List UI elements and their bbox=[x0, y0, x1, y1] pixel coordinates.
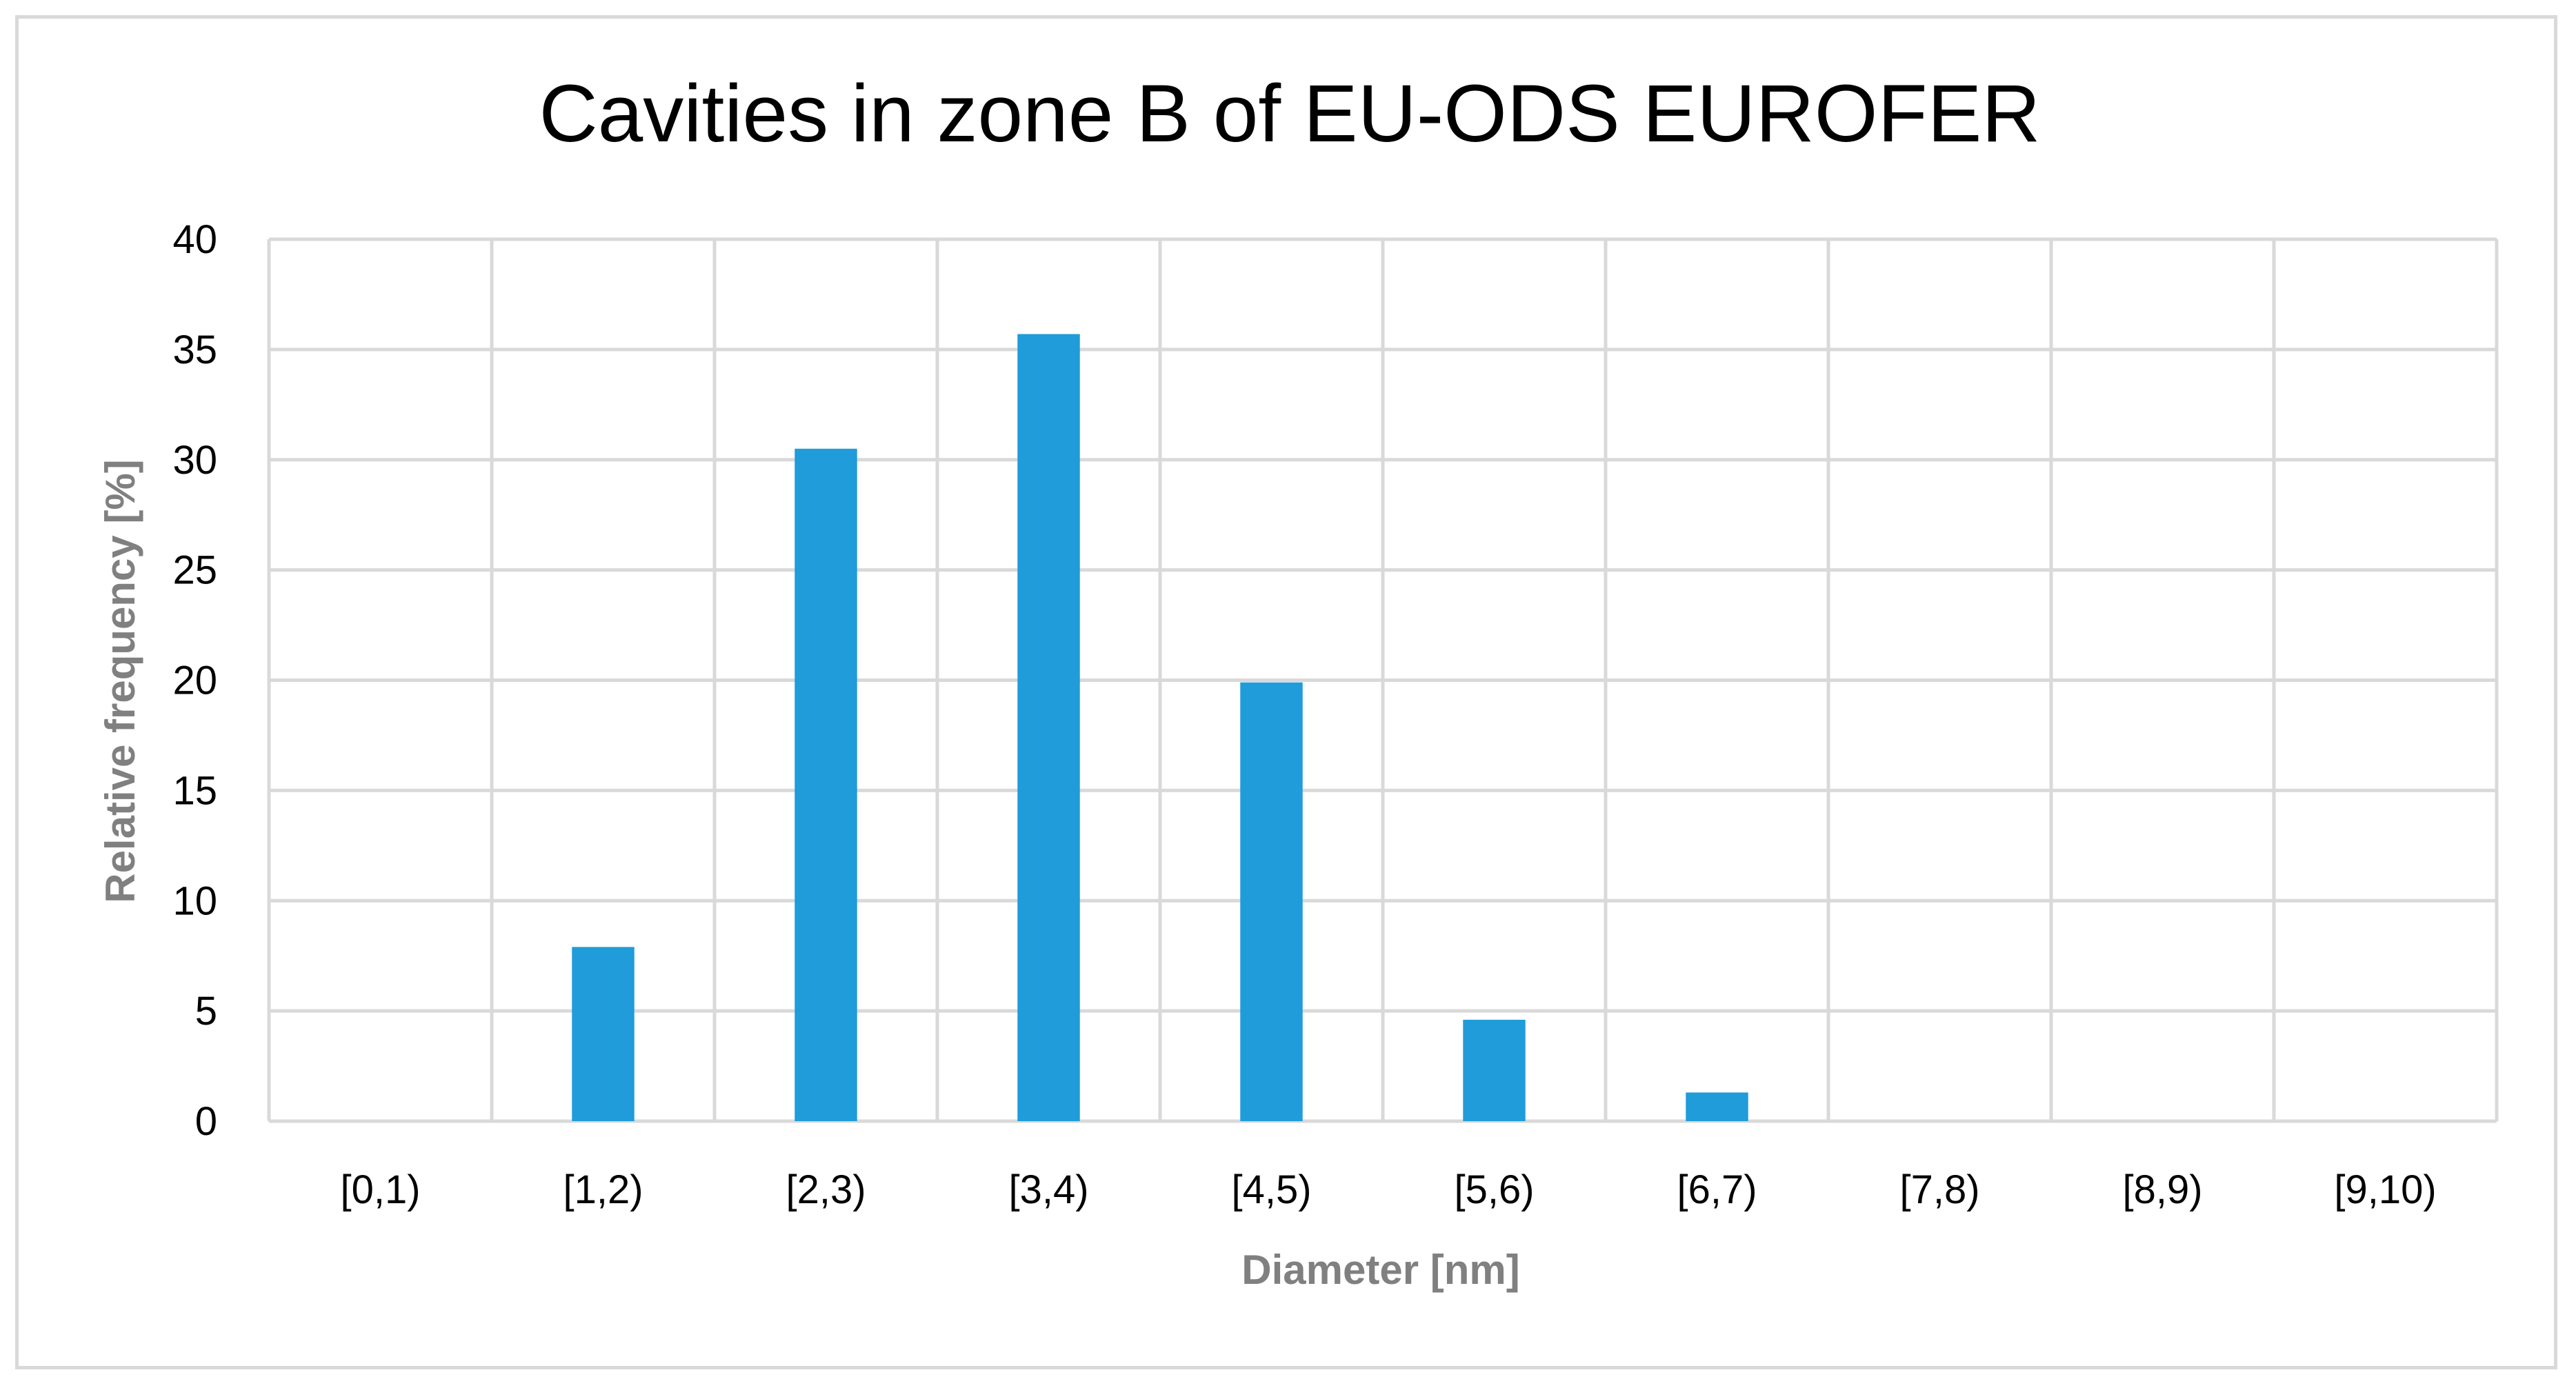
x-tick-labels: [0,1) [1,2) [2,3) [3,4) [4,5) [5,6) [6,7) [7,8)… bbox=[340, 1167, 2436, 1212]
bar bbox=[1686, 1092, 1748, 1121]
y-tick-label: 35 bbox=[172, 328, 217, 372]
bar bbox=[1017, 334, 1080, 1122]
bar bbox=[1463, 1019, 1526, 1121]
gridlines bbox=[267, 237, 2499, 1123]
x-tick-label: [8,9) bbox=[2122, 1167, 2202, 1212]
y-tick-label: 30 bbox=[172, 438, 217, 483]
y-tick-label: 40 bbox=[172, 217, 217, 262]
x-tick-label: [6,7) bbox=[1677, 1167, 1757, 1212]
y-tick-labels: 0 5 10 15 20 25 30 35 40 bbox=[172, 217, 217, 1144]
x-tick-label: [7,8) bbox=[1899, 1167, 1979, 1212]
y-tick-label: 10 bbox=[172, 878, 217, 923]
y-tick-label: 25 bbox=[172, 548, 217, 593]
x-tick-label: [9,10) bbox=[2334, 1167, 2436, 1212]
x-tick-label: [3,4) bbox=[1008, 1167, 1088, 1212]
y-tick-label: 5 bbox=[195, 989, 217, 1034]
x-tick-label: [2,3) bbox=[786, 1167, 866, 1212]
x-axis-title: Diameter [nm] bbox=[1241, 1247, 1519, 1293]
x-tick-label: [0,1) bbox=[340, 1167, 420, 1212]
bar bbox=[795, 448, 857, 1121]
y-axis-title: Relative frequency [%] bbox=[97, 459, 143, 903]
x-tick-label: [1,2) bbox=[563, 1167, 643, 1212]
y-tick-label: 0 bbox=[195, 1099, 217, 1144]
bar bbox=[1240, 682, 1303, 1121]
y-tick-label: 15 bbox=[172, 768, 217, 813]
chart-title: Cavities in zone B of EU-ODS EUROFER bbox=[539, 68, 2040, 159]
bar bbox=[572, 947, 635, 1121]
y-tick-label: 20 bbox=[172, 658, 217, 703]
x-tick-label: [4,5) bbox=[1231, 1167, 1311, 1212]
bars bbox=[572, 334, 1748, 1122]
x-tick-label: [5,6) bbox=[1454, 1167, 1534, 1212]
